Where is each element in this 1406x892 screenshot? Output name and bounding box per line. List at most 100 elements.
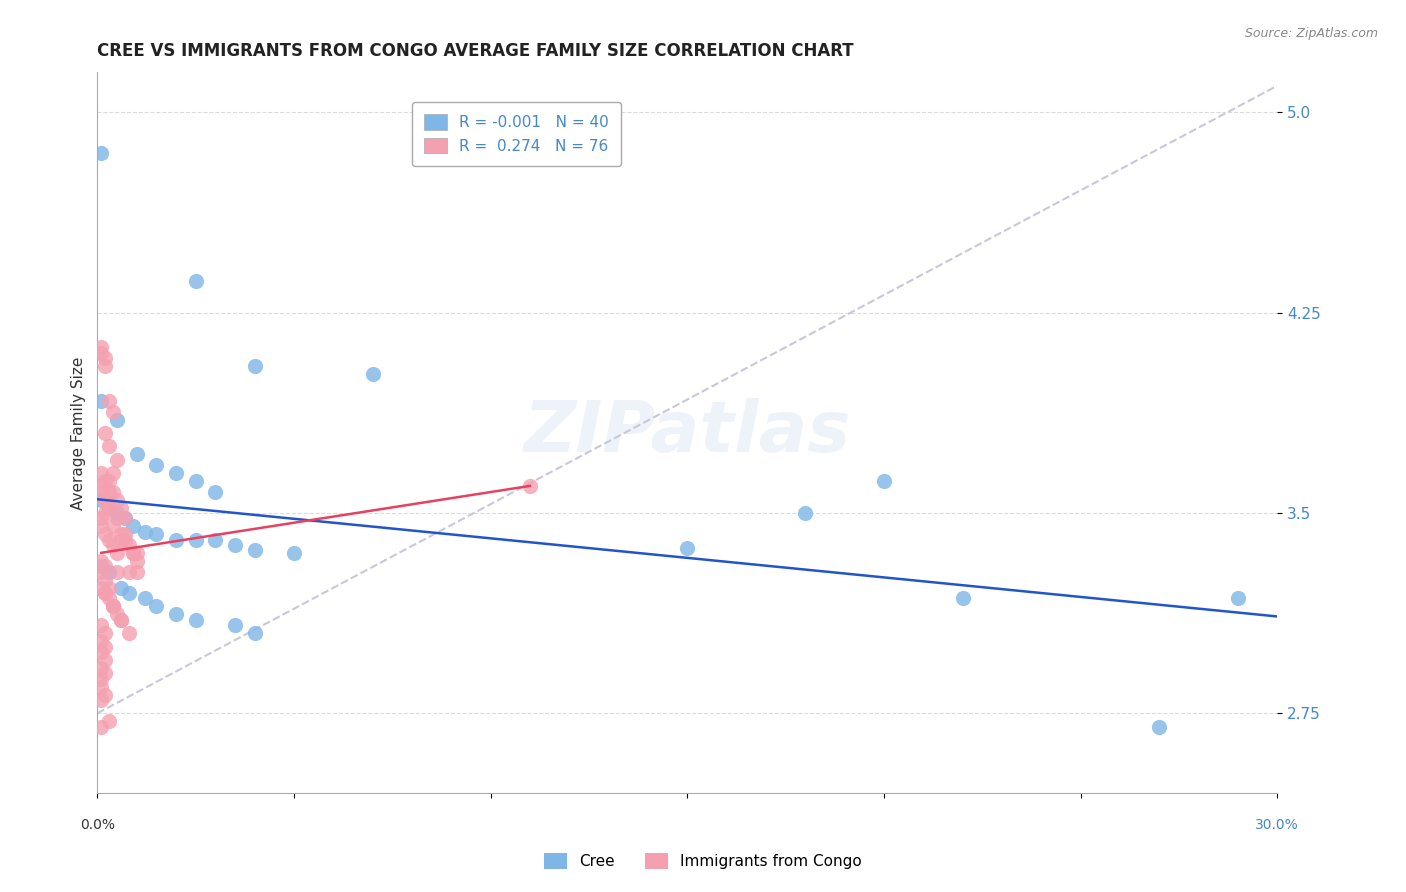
Point [90,145,112,160]
Point [105,492,128,507]
Point [114,527,136,541]
Point [243,626,266,640]
Point [165,607,187,622]
Point [224,538,246,552]
Point [90,559,112,574]
Point [110,527,132,541]
Point [94,527,117,541]
Point [184,474,207,488]
Point [101,538,124,552]
Point [90,479,112,493]
Point [125,554,148,568]
Y-axis label: Average Family Size: Average Family Size [72,356,86,509]
Point [794,506,817,520]
Point [1147,720,1170,734]
Point [118,586,141,600]
Text: 30.0%: 30.0% [1256,818,1299,832]
Point [101,599,124,614]
Point [90,581,112,595]
Point [184,274,207,288]
Point [94,626,117,640]
Point [90,554,112,568]
Point [121,546,143,560]
Point [165,533,187,547]
Point [125,447,148,461]
Text: 0.0%: 0.0% [80,818,115,832]
Text: Source: ZipAtlas.com: Source: ZipAtlas.com [1244,27,1378,40]
Point [90,672,112,686]
Point [134,524,156,539]
Point [105,565,128,579]
Point [90,519,112,533]
Point [110,533,132,547]
Point [118,538,141,552]
Point [94,640,117,654]
Point [101,404,124,418]
Point [90,484,112,499]
Point [90,341,112,355]
Point [101,599,124,614]
Point [98,393,121,408]
Point [110,581,132,595]
Point [94,351,117,366]
Point [110,613,132,627]
Point [101,466,124,480]
Point [94,425,117,440]
Point [125,565,148,579]
Point [165,466,187,480]
Point [94,474,117,488]
Point [110,500,132,515]
Text: CREE VS IMMIGRANTS FROM CONGO AVERAGE FAMILY SIZE CORRELATION CHART: CREE VS IMMIGRANTS FROM CONGO AVERAGE FA… [97,42,853,60]
Point [105,506,128,520]
Point [110,613,132,627]
Point [98,500,121,515]
Point [105,511,128,525]
Point [118,565,141,579]
Point [90,346,112,360]
Point [873,474,896,488]
Point [90,634,112,648]
Point [114,511,136,525]
Point [98,474,121,488]
Point [204,484,226,499]
Point [114,511,136,525]
Point [184,533,207,547]
Point [105,412,128,426]
Point [90,720,112,734]
Point [90,565,112,579]
Point [101,599,124,614]
Point [1226,591,1249,606]
Point [118,626,141,640]
Point [361,367,384,381]
Legend: R = -0.001   N = 40, R =  0.274   N = 76: R = -0.001 N = 40, R = 0.274 N = 76 [412,102,621,166]
Point [101,519,124,533]
Point [94,506,117,520]
Point [98,591,121,606]
Point [101,484,124,499]
Point [204,533,226,547]
Point [98,500,121,515]
Point [243,543,266,558]
Point [90,645,112,659]
Point [134,591,156,606]
Point [145,599,167,614]
Point [94,586,117,600]
Legend: Cree, Immigrants from Congo: Cree, Immigrants from Congo [537,847,869,875]
Point [145,458,167,472]
Point [98,581,121,595]
Point [94,359,117,373]
Point [121,546,143,560]
Point [90,511,112,525]
Point [94,492,117,507]
Point [105,607,128,622]
Point [105,452,128,467]
Point [98,439,121,453]
Point [519,479,541,493]
Point [121,519,143,533]
Point [952,591,974,606]
Point [90,466,112,480]
Point [98,484,121,499]
Point [94,666,117,681]
Point [90,661,112,675]
Point [90,618,112,632]
